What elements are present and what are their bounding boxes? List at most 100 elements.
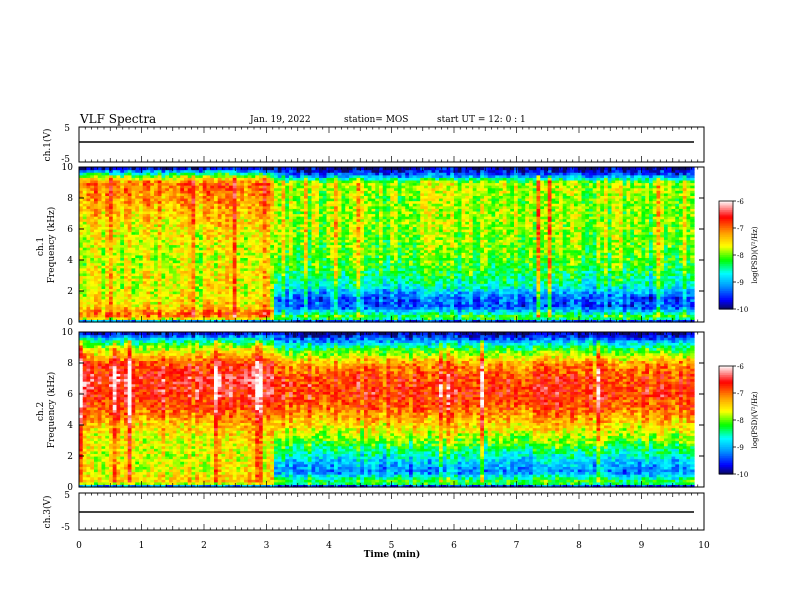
spectrogram-cell [232,254,238,259]
spectrogram-cell [255,218,260,222]
spectrogram-cell [244,213,249,217]
spectrogram-cell [217,241,223,246]
spectrogram-cell [274,285,279,290]
spectrogram-cell [142,306,148,310]
spectrogram-cell [210,236,215,240]
spectrogram-cell [259,254,264,259]
spectrogram-cell [202,210,208,215]
spectrogram-cell [94,169,99,173]
spectrogram-cell [127,275,133,279]
spectrogram-cell [135,216,140,220]
spectrogram-cell [101,280,106,284]
spectrogram-cell [150,247,155,251]
spectrogram-cell [161,198,166,202]
spectrogram-cell [82,309,88,313]
spectrogram-cell [169,218,174,222]
spectrogram-cell [169,203,174,207]
spectrogram-cell [127,319,133,323]
spectrogram-cell [285,205,290,209]
spectrogram-cell [82,252,88,256]
spectrogram-cell [124,218,129,222]
spectrogram-cell [169,254,174,259]
spectrogram-cell [221,190,226,194]
spectrogram-cell [176,179,181,184]
spectrogram-cell [127,210,133,215]
spectrogram-cell [210,234,215,238]
spectrogram-cell [191,306,196,310]
spectrogram-cell [270,231,275,235]
spectrogram-cell [101,187,106,191]
spectrogram-cell [266,298,271,302]
spectrogram-cell [229,179,234,184]
spectrogram-cell [135,239,140,243]
spectrogram-cell [195,254,200,259]
spectrogram-cell [150,309,155,313]
spectrogram-cell [217,190,223,194]
spectrogram-cell [199,213,204,217]
spectrogram-cell [270,260,275,264]
spectrogram-cell [157,172,163,176]
spectrogram-cell [255,291,260,295]
spectrogram-cell [120,192,125,197]
spectrogram-cell [292,257,298,261]
spectrogram-cell [109,182,114,186]
spectrogram-cell [191,229,196,233]
spectrogram-cell [131,280,136,284]
spectrogram-cell [150,179,155,184]
spectrogram-cell [289,187,294,191]
spectrogram-cell [109,192,114,197]
spectrogram-cell [146,203,151,207]
spectrogram-cell [184,309,189,313]
spectrogram-cell [184,314,189,318]
spectrogram-cell [206,247,211,251]
spectrogram-cell [127,280,133,284]
spectrogram-cell [229,316,234,321]
spectrogram-cell [116,185,121,189]
spectrogram-cell [131,296,136,300]
spectrogram-cell [214,221,219,225]
spectrogram-cell [86,210,91,215]
spectrogram-cell [97,200,103,204]
spectrogram-cell [285,169,290,173]
spectrogram-cell [131,283,136,287]
spectrogram-cell [217,262,223,266]
spectrogram-cell [251,311,256,315]
spectrogram-cell [202,249,208,253]
spectrogram-cell [214,293,219,297]
spectrogram-cell [157,311,163,315]
spectrogram-cell [232,198,238,202]
spectrogram-cell [191,309,196,313]
spectrogram-cell [214,177,219,181]
spectrogram-cell [214,241,219,246]
spectrogram-cell [206,319,211,323]
spectrogram-cell [124,301,129,305]
spectrogram-cell [157,231,163,235]
spectrogram-cell [292,218,298,222]
spectrogram-cell [180,278,185,282]
spectrogram-cell [229,285,234,290]
spectrogram-cell [221,301,226,305]
spectrogram-cell [247,169,253,173]
spectrogram-cell [244,210,249,215]
spectrogram-cell [97,283,103,287]
spectrogram-cell [221,262,226,266]
spectrogram-cell [217,182,223,186]
spectrogram-cell [161,218,166,222]
spectrogram-cell [86,314,91,318]
spectrogram-cell [195,210,200,215]
spectrogram-cell [154,185,159,189]
spectrogram-cell [210,301,215,305]
spectrogram-cell [270,208,275,212]
spectrogram-cell [90,174,95,178]
spectrogram-cell [180,275,185,279]
spectrogram-cell [266,306,271,310]
spectrogram-cell [180,221,185,225]
spectrogram-cell [172,226,178,230]
spectrogram-cell [214,190,219,194]
spectrogram-cell [187,267,193,271]
spectrogram-cell [112,244,118,248]
spectrogram-cell [146,229,151,233]
spectrogram-cell [221,239,226,243]
spectrogram-cell [172,200,178,204]
spectrogram-cell [281,187,286,191]
